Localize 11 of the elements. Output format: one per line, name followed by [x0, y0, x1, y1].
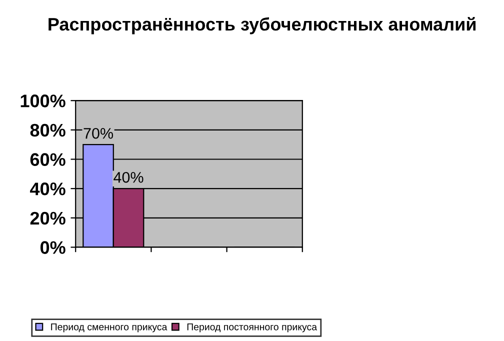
y-tick-label: 20%	[30, 212, 66, 225]
legend-label: Период постоянного прикуса	[187, 324, 318, 332]
y-tick-label: 0%	[40, 241, 66, 254]
y-tick-label: 80%	[30, 124, 66, 137]
data-label: 40%	[114, 172, 144, 183]
legend-label: Период сменного прикуса	[51, 324, 168, 332]
y-tick-label: 60%	[30, 153, 66, 166]
chart-title: Распространённость зубочелюстных аномалий	[48, 17, 476, 34]
y-tick-label: 40%	[30, 182, 66, 196]
y-tick-label: 100%	[20, 94, 66, 108]
data-label: 70%	[84, 128, 114, 139]
